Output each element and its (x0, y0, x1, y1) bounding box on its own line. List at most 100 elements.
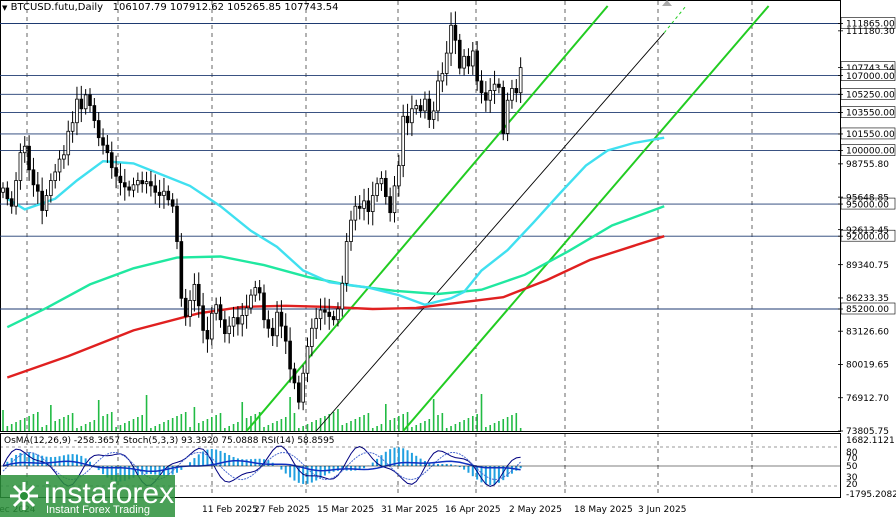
candle (253, 280, 258, 302)
indicator-axis-label: -1795.2082 (846, 490, 896, 500)
candle (296, 375, 301, 410)
support-resistance-levels (0, 23, 840, 310)
volume-bar (193, 407, 196, 431)
candle (288, 327, 292, 383)
candle (66, 120, 71, 166)
candle-body (327, 311, 332, 317)
time-axis-label: 27 Feb 2025 (254, 505, 310, 515)
candle-body (127, 186, 131, 191)
osma-bar (510, 466, 513, 474)
candle-body (397, 165, 401, 187)
candle-body (183, 297, 188, 317)
osma-bar (371, 462, 374, 466)
candle (497, 78, 501, 94)
candle-body (18, 152, 23, 181)
candle (53, 163, 57, 189)
candle (136, 172, 140, 193)
candle (127, 180, 131, 197)
candle-body (323, 309, 327, 313)
volume-bar (124, 423, 126, 431)
candle (131, 177, 136, 198)
volume-bar (167, 420, 170, 431)
volume-bar (519, 428, 522, 431)
candle (457, 33, 462, 75)
candle-body (270, 327, 275, 337)
indicator-axis-label: 70 (846, 454, 858, 464)
volume-bars (2, 394, 522, 431)
candle (88, 88, 92, 113)
candle (270, 318, 275, 347)
osma-bar (302, 466, 305, 484)
volume-bar (319, 418, 322, 431)
last-price-marker (662, 0, 672, 6)
time-axis-label: 11 Feb 2025 (202, 505, 258, 515)
candle (340, 275, 345, 317)
candle (383, 170, 388, 205)
candle (484, 81, 488, 112)
candle-body (266, 319, 271, 329)
candle (462, 49, 466, 76)
collapse-triangle-icon[interactable]: ▼ (2, 4, 8, 12)
osma-bar (41, 455, 44, 466)
candle-body (301, 372, 305, 403)
volume-bar (93, 420, 96, 431)
candle-body (88, 94, 92, 106)
volume-bar (176, 416, 178, 431)
volume-bar (498, 421, 500, 431)
price-axis-label: 92613.45 (846, 226, 889, 236)
candle-body (53, 171, 57, 181)
candle (157, 179, 162, 208)
candle-body (123, 182, 127, 188)
osma-bar (215, 449, 218, 466)
volume-bar (263, 427, 265, 431)
time-axis-label: 2 May 2025 (509, 505, 562, 515)
candle-body (192, 283, 197, 301)
osma-bar (406, 450, 409, 466)
volume-bar (145, 395, 148, 431)
candle-body (362, 200, 366, 209)
osma-bar (245, 459, 248, 466)
candle (44, 189, 49, 217)
candle (231, 306, 236, 337)
volume-bar (385, 404, 387, 431)
candle-body (349, 219, 353, 242)
volume-bar (228, 426, 230, 431)
candle (170, 193, 175, 213)
volume-bar (354, 419, 357, 431)
volume-bar (515, 413, 518, 431)
volume-bar (358, 417, 361, 431)
candle (431, 101, 436, 129)
volume-bar (219, 413, 222, 431)
candle (14, 172, 18, 215)
osma-bar (28, 452, 31, 466)
candle (440, 62, 445, 93)
candle-body (388, 196, 392, 214)
candle (188, 290, 192, 327)
volume-bar (302, 426, 304, 431)
candle-body (488, 90, 492, 101)
osma-bar (119, 466, 122, 482)
candle-body (240, 315, 245, 325)
volume-bar (437, 415, 439, 431)
price-axis-label: 107000.00 (846, 72, 895, 82)
osma-bar (106, 466, 109, 478)
volume-bar (115, 427, 117, 431)
candle-body (501, 86, 506, 134)
osma-bar (463, 466, 466, 470)
candle (101, 128, 105, 155)
osma-bar (410, 452, 413, 466)
candle (223, 310, 227, 343)
volume-bar (254, 414, 257, 431)
osma-bar (75, 454, 78, 466)
volume-bar (241, 402, 244, 431)
candle (201, 292, 205, 344)
osma-bar (515, 466, 518, 471)
candle (449, 12, 453, 67)
candle (492, 70, 497, 104)
candle-body (305, 346, 310, 374)
candle-body (375, 183, 379, 196)
volume-bar (315, 420, 317, 431)
osma-bar (89, 461, 91, 466)
osma-bar (84, 458, 87, 466)
candle-body (453, 24, 458, 41)
